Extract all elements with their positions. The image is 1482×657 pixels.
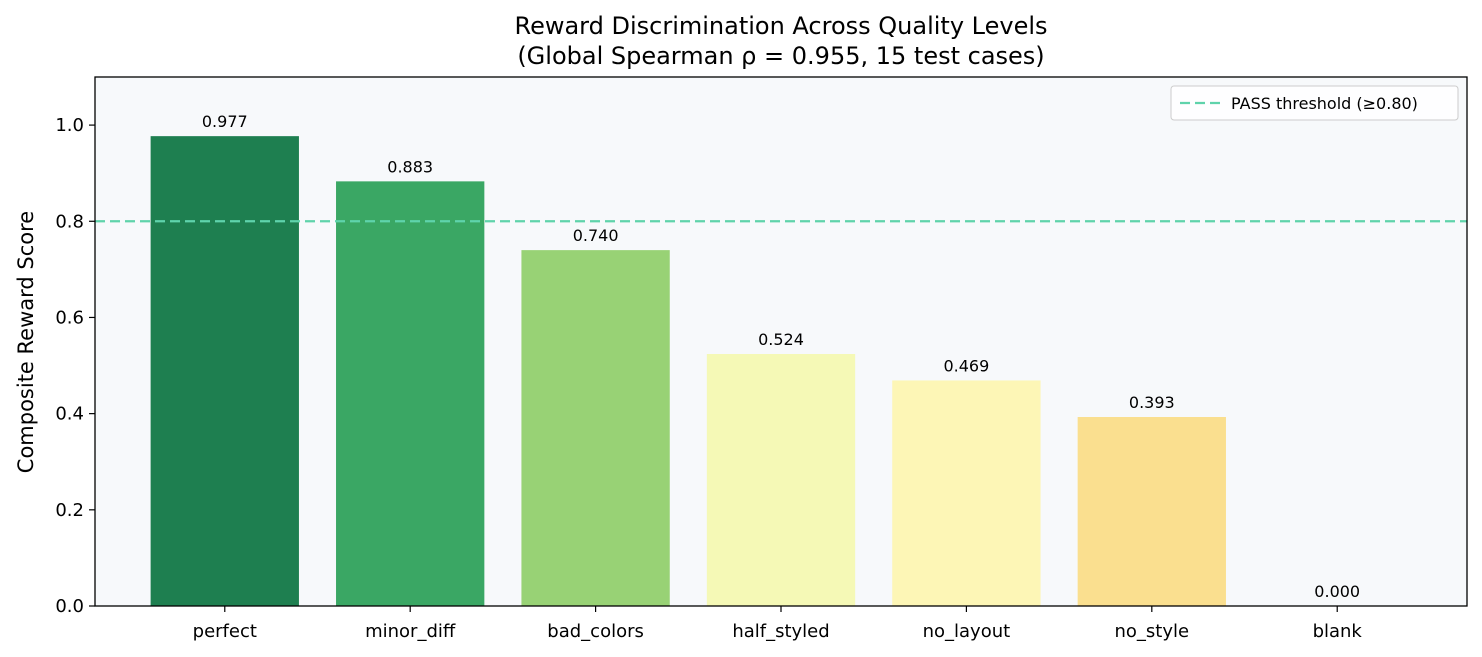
- y-tick-label-0.8: 0.8: [55, 211, 84, 232]
- chart-title: Reward Discrimination Across Quality Lev…: [514, 12, 1047, 40]
- bar-bad_colors: [521, 250, 670, 607]
- value-label-no_layout: 0.469: [943, 356, 989, 375]
- value-label-no_style: 0.393: [1129, 393, 1175, 412]
- value-labels-layer: 0.977 0.883 0.740 0.524 0.469 0.393 0.000: [202, 112, 1360, 601]
- x-tick-label-blank: blank: [1313, 621, 1363, 642]
- y-tick-label-0.0: 0.0: [55, 596, 84, 617]
- y-tick-label-1.0: 1.0: [55, 115, 84, 136]
- x-tick-label-bad_colors: bad_colors: [547, 621, 644, 642]
- bar-minor_diff: [336, 181, 485, 606]
- value-label-bad_colors: 0.740: [573, 226, 619, 245]
- bar-no_layout: [892, 380, 1041, 606]
- y-axis-label: Composite Reward Score: [14, 211, 38, 473]
- chart-subtitle: (Global Spearman ρ = 0.955, 15 test case…: [517, 42, 1044, 70]
- y-axis: 0.0 0.2 0.4 0.6 0.8 1.0: [55, 115, 95, 617]
- legend-label-threshold: PASS threshold (≥0.80): [1231, 94, 1418, 113]
- bar-half_styled: [706, 354, 856, 606]
- y-tick-label-0.6: 0.6: [55, 307, 84, 328]
- value-label-half_styled: 0.524: [758, 330, 804, 349]
- x-tick-label-half_styled: half_styled: [732, 621, 829, 642]
- x-tick-label-no_style: no_style: [1115, 621, 1190, 642]
- x-axis: perfect minor_diff bad_colors half_styled no…: [193, 606, 1363, 642]
- x-tick-label-perfect: perfect: [193, 621, 257, 642]
- x-tick-label-minor_diff: minor_diff: [365, 621, 456, 642]
- y-tick-label-0.2: 0.2: [55, 500, 84, 521]
- bars-layer: [150, 136, 1226, 607]
- value-label-minor_diff: 0.883: [387, 157, 433, 176]
- value-label-perfect: 0.977: [202, 112, 248, 131]
- bar-perfect: [150, 136, 299, 606]
- legend-box: [1170, 85, 1459, 121]
- legend: PASS threshold (≥0.80): [1170, 85, 1459, 121]
- value-label-blank: 0.000: [1314, 582, 1360, 601]
- y-tick-label-0.4: 0.4: [55, 404, 84, 425]
- x-tick-label-no_layout: no_layout: [923, 621, 1011, 642]
- bar-no_style: [1077, 417, 1226, 606]
